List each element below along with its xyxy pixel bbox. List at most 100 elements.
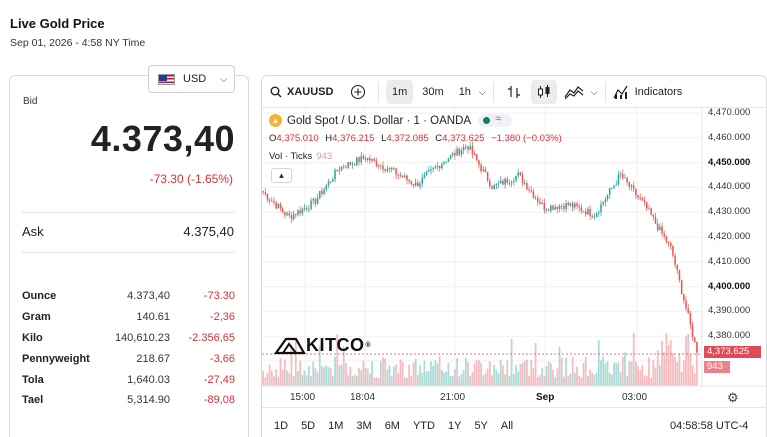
candle-body: [499, 180, 502, 184]
candle-body: [491, 186, 493, 189]
gold-symbol-icon: ▲: [269, 114, 282, 127]
volume-bar: [382, 357, 384, 386]
volume-bar: [545, 366, 548, 386]
candle-body: [305, 207, 308, 210]
timeframe-1h[interactable]: 1h: [458, 86, 471, 98]
volume-bar: [619, 372, 622, 386]
candle-body: [469, 146, 471, 150]
candles-type-button[interactable]: [530, 80, 557, 104]
chevron-down-icon[interactable]: ⌵: [478, 86, 486, 97]
compare-button[interactable]: [345, 80, 371, 104]
range-5d[interactable]: 5D: [301, 420, 316, 432]
candle-body: [377, 166, 380, 167]
volume-bar: [438, 356, 441, 386]
candle-body: [395, 168, 397, 175]
volume-bar: [554, 377, 557, 386]
candle-body: [630, 185, 633, 187]
symbol-search[interactable]: XAUUSD: [262, 80, 337, 104]
candle-body: [648, 208, 650, 210]
candle-body: [434, 167, 437, 169]
low-label: L: [381, 133, 387, 144]
range-all[interactable]: All: [500, 420, 514, 432]
volume-bar: [595, 372, 598, 386]
volume-bar: [652, 360, 655, 386]
volume-bar: [569, 373, 572, 386]
candle-body: [584, 211, 587, 215]
candle-body: [600, 204, 602, 213]
volume-bar: [434, 360, 437, 386]
candle-body: [543, 202, 546, 211]
volume-bar: [471, 372, 474, 386]
volume-bar: [297, 370, 299, 386]
candle-body: [550, 205, 552, 211]
range-6m[interactable]: 6M: [384, 420, 400, 432]
volume-bar: [473, 363, 476, 386]
bar-type-button[interactable]: [501, 80, 527, 104]
volume-bar: [351, 376, 354, 386]
candle-body: [502, 180, 504, 185]
range-5y[interactable]: 5Y: [474, 420, 488, 432]
volume-bar: [401, 361, 404, 386]
candle-body: [484, 169, 487, 173]
candle-body: [595, 213, 598, 218]
volume-bar: [336, 334, 339, 386]
candle-body: [608, 188, 611, 195]
candle-body: [425, 172, 428, 175]
volume-bar: [403, 377, 406, 386]
range-ytd[interactable]: YTD: [412, 420, 435, 432]
candle-body: [401, 175, 404, 178]
y-tick-label: 4,470.000: [708, 107, 751, 118]
area-type-button[interactable]: [561, 80, 587, 104]
candle-body: [473, 154, 476, 155]
y-tick-label: 4,440.000: [708, 181, 751, 193]
volume-bar: [303, 370, 306, 386]
candle-body: [462, 147, 465, 151]
market-status-badge[interactable]: ≈: [478, 113, 513, 127]
volume-bar: [558, 346, 561, 386]
indicators-button[interactable]: Indicators: [613, 80, 682, 104]
candle-body: [669, 242, 672, 247]
candle-body: [534, 197, 537, 199]
volume-bar: [360, 370, 363, 386]
range-1d[interactable]: 1D: [274, 420, 289, 432]
candle-body: [310, 200, 312, 209]
volume-bar: [329, 367, 332, 386]
volume-bar: [290, 344, 293, 386]
range-1m[interactable]: 1M: [328, 420, 344, 432]
range-3m[interactable]: 3M: [356, 420, 372, 432]
y-tick-label: 4,400.000: [708, 280, 751, 292]
last-price-tag: 4,373.625: [704, 346, 761, 358]
volume-bar: [277, 376, 280, 386]
candle-body: [530, 190, 532, 192]
kitco-wordmark: KITCO: [306, 335, 365, 355]
volume-bar: [412, 362, 415, 386]
volume-bar: [364, 367, 367, 386]
volume-bar: [301, 375, 304, 386]
volume-bar: [608, 372, 611, 386]
volume-bar: [493, 364, 496, 386]
candle-body: [639, 197, 641, 199]
chevron-down-icon[interactable]: ⌵: [590, 86, 598, 97]
x-tick-label: 18:04: [350, 392, 376, 403]
candle-body: [299, 210, 301, 214]
candle-body: [275, 202, 277, 209]
candle-body: [266, 193, 269, 200]
collapse-legend-button[interactable]: ▲: [271, 168, 292, 183]
price-chart[interactable]: [262, 76, 767, 437]
high-label: H: [325, 133, 333, 144]
volume-bar: [641, 365, 644, 386]
volume-bar: [375, 377, 378, 386]
timeframe-30m[interactable]: 30m: [422, 86, 444, 98]
volume-bar: [432, 365, 435, 386]
page-date: Sep 01, 2026 - 4:58 NY Time: [10, 37, 146, 49]
candle-body: [360, 156, 362, 163]
volume-bar: [321, 366, 323, 386]
currency-selector[interactable]: USD ⌵: [148, 65, 235, 93]
volume-bar: [691, 365, 694, 386]
gear-icon[interactable]: ⚙: [727, 390, 739, 405]
volume-bar: [634, 361, 637, 386]
range-1y[interactable]: 1Y: [447, 420, 462, 432]
timeframe-1m[interactable]: 1m: [386, 80, 414, 104]
candle-body: [526, 183, 528, 190]
volume-bar: [536, 377, 539, 386]
